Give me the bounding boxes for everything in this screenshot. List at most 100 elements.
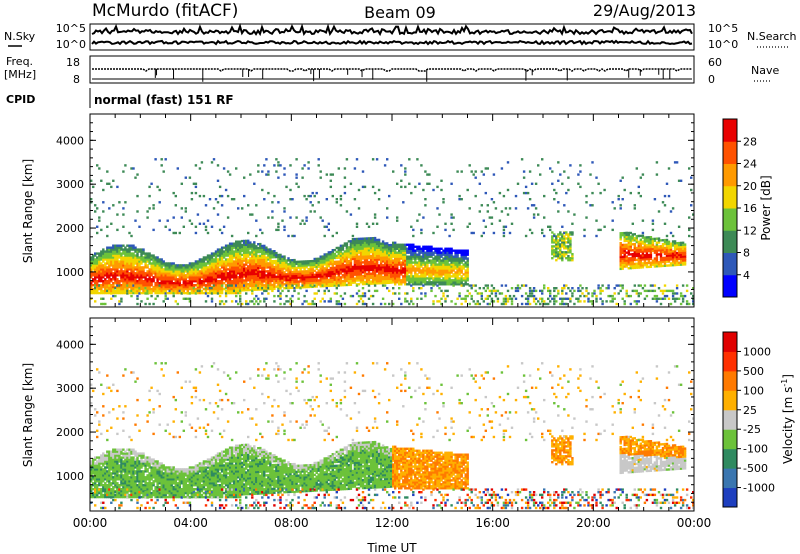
power-cell bbox=[454, 271, 457, 274]
power-cell bbox=[255, 247, 258, 250]
power-cell bbox=[116, 284, 119, 287]
power-cell bbox=[261, 260, 264, 263]
power-cell bbox=[277, 253, 280, 257]
power-cell bbox=[218, 260, 222, 263]
power-cell bbox=[329, 173, 333, 176]
power-cell bbox=[230, 280, 234, 283]
power-cell bbox=[530, 292, 534, 295]
power-cell bbox=[112, 264, 115, 267]
power-cell bbox=[452, 269, 455, 272]
power-cell bbox=[353, 261, 357, 264]
power-cell bbox=[381, 242, 385, 245]
power-cell bbox=[414, 261, 417, 264]
power-cell bbox=[164, 276, 167, 279]
power-cell bbox=[168, 262, 171, 265]
power-cell bbox=[551, 239, 554, 242]
power-cell bbox=[633, 204, 637, 207]
power-cell bbox=[243, 194, 246, 198]
power-cell bbox=[450, 253, 453, 256]
power-cell bbox=[547, 225, 550, 228]
cpid-label: CPID bbox=[6, 93, 35, 106]
power-cell bbox=[130, 280, 133, 283]
power-cell bbox=[94, 272, 97, 275]
power-cell bbox=[480, 204, 484, 207]
power-cell bbox=[251, 247, 254, 250]
power-cell bbox=[464, 275, 467, 278]
power-cell bbox=[226, 276, 230, 279]
power-cell bbox=[228, 280, 232, 283]
power-cell bbox=[412, 265, 415, 268]
power-cell bbox=[319, 263, 322, 266]
power-cell bbox=[140, 248, 143, 251]
power-cell bbox=[164, 270, 167, 273]
power-cell bbox=[641, 287, 645, 290]
power-cell bbox=[271, 267, 274, 271]
power-cell bbox=[510, 222, 514, 225]
power-cell bbox=[317, 289, 320, 293]
power-cell bbox=[146, 280, 149, 283]
power-cell bbox=[462, 249, 465, 252]
power-cell bbox=[245, 255, 248, 258]
power-cell bbox=[337, 248, 341, 252]
power-cell bbox=[460, 198, 463, 201]
power-cell bbox=[396, 263, 399, 266]
power-cell bbox=[555, 239, 558, 242]
power-cell bbox=[474, 284, 477, 287]
power-cell bbox=[104, 264, 107, 267]
power-cell bbox=[557, 239, 560, 242]
power-cell bbox=[629, 243, 633, 246]
power-cell bbox=[549, 292, 552, 295]
power-cell bbox=[448, 255, 451, 258]
power-cell bbox=[369, 241, 373, 244]
power-cell bbox=[102, 260, 105, 263]
power-cell bbox=[621, 284, 624, 287]
power-cell bbox=[390, 259, 393, 263]
power-cell bbox=[379, 250, 383, 253]
power-cell bbox=[144, 292, 147, 295]
power-cell bbox=[104, 252, 107, 255]
power-cell bbox=[136, 252, 139, 255]
power-cell bbox=[94, 210, 97, 213]
power-cell bbox=[156, 256, 159, 259]
power-cell bbox=[144, 302, 147, 306]
power-cell bbox=[363, 241, 367, 244]
power-cell bbox=[363, 253, 367, 256]
power-cell bbox=[120, 254, 123, 257]
power-cell bbox=[583, 234, 586, 238]
power-cell bbox=[309, 302, 312, 306]
power-cell bbox=[438, 259, 441, 262]
power-cell bbox=[118, 272, 121, 275]
power-cell bbox=[420, 249, 423, 252]
power-cell bbox=[98, 285, 101, 289]
power-cell bbox=[112, 294, 115, 298]
power-cell bbox=[255, 288, 258, 291]
power-cell bbox=[355, 263, 359, 266]
power-cell bbox=[140, 252, 143, 255]
power-cell bbox=[237, 242, 240, 245]
power-cell bbox=[321, 281, 324, 284]
power-cell bbox=[555, 243, 558, 246]
power-cell bbox=[408, 245, 411, 248]
power-cell bbox=[94, 287, 97, 290]
power-cell bbox=[116, 264, 119, 267]
power-cell bbox=[416, 263, 419, 266]
power-cell bbox=[245, 247, 248, 250]
power-cell bbox=[224, 254, 228, 257]
power-cell bbox=[226, 287, 230, 291]
power-cell bbox=[627, 253, 631, 256]
power-cell bbox=[279, 263, 282, 266]
power-cell bbox=[269, 273, 272, 277]
power-cell bbox=[565, 292, 568, 295]
power-cell bbox=[633, 264, 637, 268]
power-cell bbox=[386, 263, 389, 267]
power-cell bbox=[633, 262, 637, 266]
power-cell bbox=[619, 244, 622, 247]
power-cell bbox=[392, 287, 395, 290]
power-cell bbox=[454, 273, 457, 276]
power-cell bbox=[406, 277, 409, 280]
power-cell bbox=[114, 254, 117, 257]
power-cell bbox=[247, 239, 250, 242]
power-cell bbox=[100, 278, 103, 281]
power-cell bbox=[251, 278, 254, 282]
power-cell bbox=[563, 287, 566, 290]
